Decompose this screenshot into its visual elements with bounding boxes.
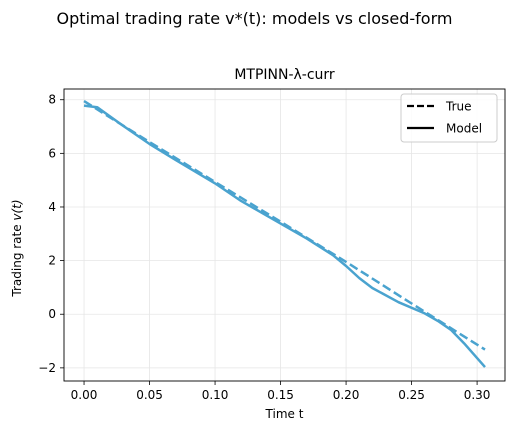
x-tick-label: 0.15 xyxy=(267,388,294,402)
tick-layer: 0.00 0.05 0.10 0.15 0.20 0.25 0.30 −2 0 2 4 6 8 xyxy=(38,93,490,402)
figure-suptitle: Optimal trading rate v*(t): models vs cl… xyxy=(57,9,453,28)
y-tick-label: −2 xyxy=(38,361,56,375)
y-axis-label-text: Trading rate xyxy=(10,221,24,298)
y-axis-label-math: v(t) xyxy=(10,199,24,220)
x-tick-label: 0.05 xyxy=(136,388,163,402)
y-tick-label: 0 xyxy=(48,307,56,321)
y-tick-label: 4 xyxy=(48,200,56,214)
x-axis-label: Time t xyxy=(265,407,304,421)
x-tick-label: 0.00 xyxy=(71,388,98,402)
legend-box xyxy=(400,93,498,143)
x-tick-label: 0.10 xyxy=(202,388,229,402)
x-tick-label: 0.30 xyxy=(464,388,491,402)
x-tick-label: 0.25 xyxy=(398,388,425,402)
legend-true-label: True xyxy=(445,100,472,114)
legend-model-label: Model xyxy=(446,122,482,136)
axes-title: MTPINN-λ-curr xyxy=(234,67,335,83)
axes-frame xyxy=(63,88,506,382)
y-tick-label: 2 xyxy=(48,254,56,268)
series-model-line xyxy=(83,104,486,368)
series-layer xyxy=(83,100,486,368)
x-tick-label: 0.20 xyxy=(333,388,360,402)
y-tick-label: 6 xyxy=(48,146,56,160)
legend: True Model xyxy=(400,93,498,143)
y-tick-label: 8 xyxy=(48,93,56,107)
series-true-line xyxy=(83,100,486,351)
y-axis-label: Trading rate v(t) xyxy=(10,199,24,297)
